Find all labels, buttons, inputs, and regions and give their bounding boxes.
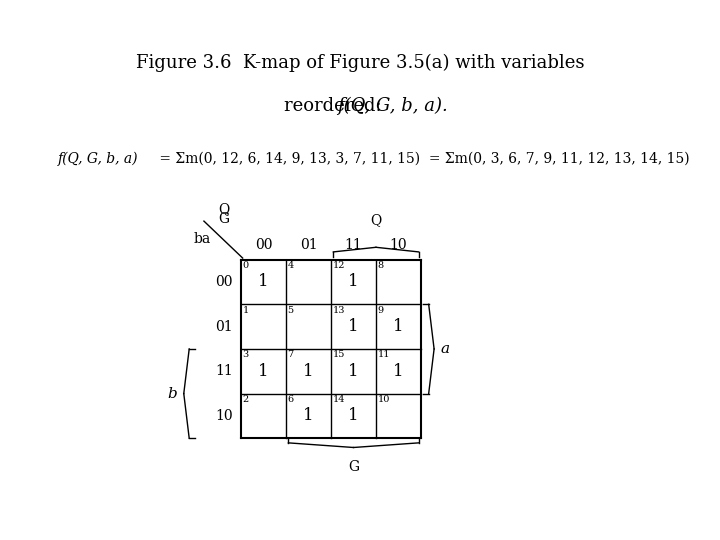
Text: 10: 10 [215,409,233,423]
Text: 00: 00 [215,275,233,289]
Text: 1: 1 [303,407,314,424]
Text: 00: 00 [255,238,272,252]
Text: 01: 01 [215,320,233,334]
Text: 11: 11 [345,238,362,252]
Text: Figure 3.6  K-map of Figure 3.5(a) with variables: Figure 3.6 K-map of Figure 3.5(a) with v… [136,54,584,72]
Text: 1: 1 [258,363,269,380]
Text: 1: 1 [348,273,359,291]
Text: 8: 8 [377,261,384,270]
Text: 1: 1 [348,407,359,424]
Text: = Σm(0, 12, 6, 14, 9, 13, 3, 7, 11, 15)  = Σm(0, 3, 6, 7, 9, 11, 12, 13, 14, 15): = Σm(0, 12, 6, 14, 9, 13, 3, 7, 11, 15) … [155,151,690,165]
Text: reordered:: reordered: [284,97,388,115]
Text: a: a [441,342,449,356]
Text: f(Q, G, b, a): f(Q, G, b, a) [58,151,138,166]
Text: 1: 1 [243,306,249,315]
Text: G: G [218,212,230,226]
Text: 01: 01 [300,238,318,252]
Text: 1: 1 [348,363,359,380]
Text: Q: Q [370,213,382,227]
Text: 15: 15 [333,350,345,360]
Text: 7: 7 [287,350,294,360]
Text: 4: 4 [287,261,294,270]
Text: 10: 10 [390,238,408,252]
Text: 1: 1 [258,273,269,291]
Text: 12: 12 [333,261,345,270]
Text: 1: 1 [393,363,404,380]
Text: ba: ba [194,232,211,246]
Text: 0: 0 [243,261,249,270]
Text: b: b [168,387,178,401]
Text: 6: 6 [287,395,294,404]
Text: 3: 3 [243,350,249,360]
Text: 14: 14 [333,395,345,404]
Text: f(Q, G, b, a).: f(Q, G, b, a). [337,97,448,116]
Text: 11: 11 [377,350,390,360]
Text: 5: 5 [287,306,294,315]
Text: 1: 1 [348,318,359,335]
Text: 9: 9 [377,306,384,315]
Text: 13: 13 [333,306,345,315]
Text: G: G [348,460,359,474]
Text: 10: 10 [377,395,390,404]
Text: 2: 2 [243,395,249,404]
Text: 1: 1 [393,318,404,335]
Text: Q: Q [218,202,230,217]
Text: 11: 11 [215,364,233,378]
Text: 1: 1 [303,363,314,380]
